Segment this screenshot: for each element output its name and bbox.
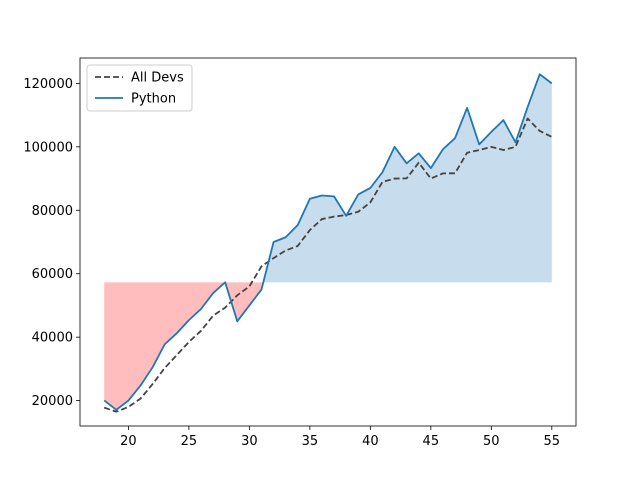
legend-label-all-devs: All Devs <box>131 71 184 86</box>
x-axis: 20 25 30 35 40 45 50 55 <box>120 426 560 449</box>
x-tick-label: 30 <box>241 434 258 449</box>
y-tick-label: 120000 <box>23 77 73 92</box>
y-tick-label: 80000 <box>32 204 73 219</box>
x-tick-label: 25 <box>181 434 198 449</box>
x-tick-label: 45 <box>423 434 440 449</box>
x-tick-label: 55 <box>544 434 561 449</box>
series-line-python <box>103 73 553 411</box>
plot-area-frame <box>79 57 577 427</box>
legend-label-python: Python <box>131 92 176 107</box>
series-line-all-devs <box>103 117 553 413</box>
y-tick-label: 20000 <box>32 394 73 409</box>
y-axis: 20000 40000 60000 80000 100000 120000 <box>23 77 80 409</box>
series-line-layer <box>103 73 553 413</box>
x-tick-label: 50 <box>483 434 500 449</box>
y-tick-label: 100000 <box>23 140 73 155</box>
y-tick-label: 60000 <box>32 267 73 282</box>
y-tick-label: 40000 <box>32 331 73 346</box>
x-tick-label: 35 <box>302 434 319 449</box>
legend: All Devs Python <box>86 64 193 112</box>
x-tick-label: 40 <box>362 434 379 449</box>
x-tick-label: 20 <box>120 434 137 449</box>
